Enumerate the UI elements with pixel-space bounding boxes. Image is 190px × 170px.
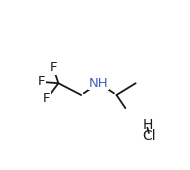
- Text: NH: NH: [89, 77, 109, 90]
- Text: F: F: [49, 61, 57, 74]
- Text: Cl: Cl: [142, 129, 156, 143]
- Text: H: H: [142, 118, 153, 132]
- Text: F: F: [43, 92, 50, 105]
- Text: F: F: [38, 75, 45, 88]
